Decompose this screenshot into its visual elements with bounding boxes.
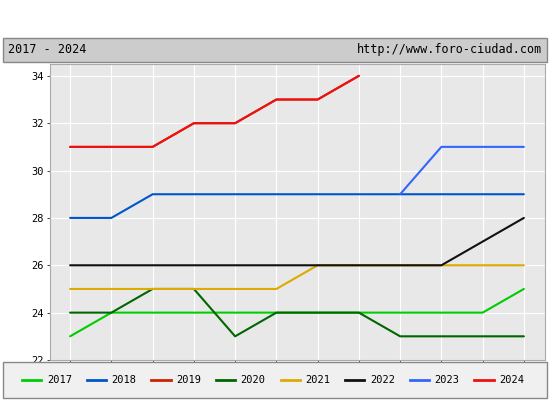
- Text: http://www.foro-ciudad.com: http://www.foro-ciudad.com: [356, 44, 542, 56]
- Text: Evolucion num de emigrantes en Talarn: Evolucion num de emigrantes en Talarn: [116, 10, 435, 26]
- Text: 2018: 2018: [111, 375, 136, 385]
- Text: 2017: 2017: [47, 375, 72, 385]
- Text: 2017 - 2024: 2017 - 2024: [8, 44, 87, 56]
- Text: 2019: 2019: [176, 375, 201, 385]
- Bar: [3, 38, 547, 62]
- Text: 2021: 2021: [305, 375, 330, 385]
- Text: 2023: 2023: [434, 375, 459, 385]
- Text: 2024: 2024: [499, 375, 524, 385]
- Text: 2022: 2022: [370, 375, 395, 385]
- Text: 2020: 2020: [241, 375, 266, 385]
